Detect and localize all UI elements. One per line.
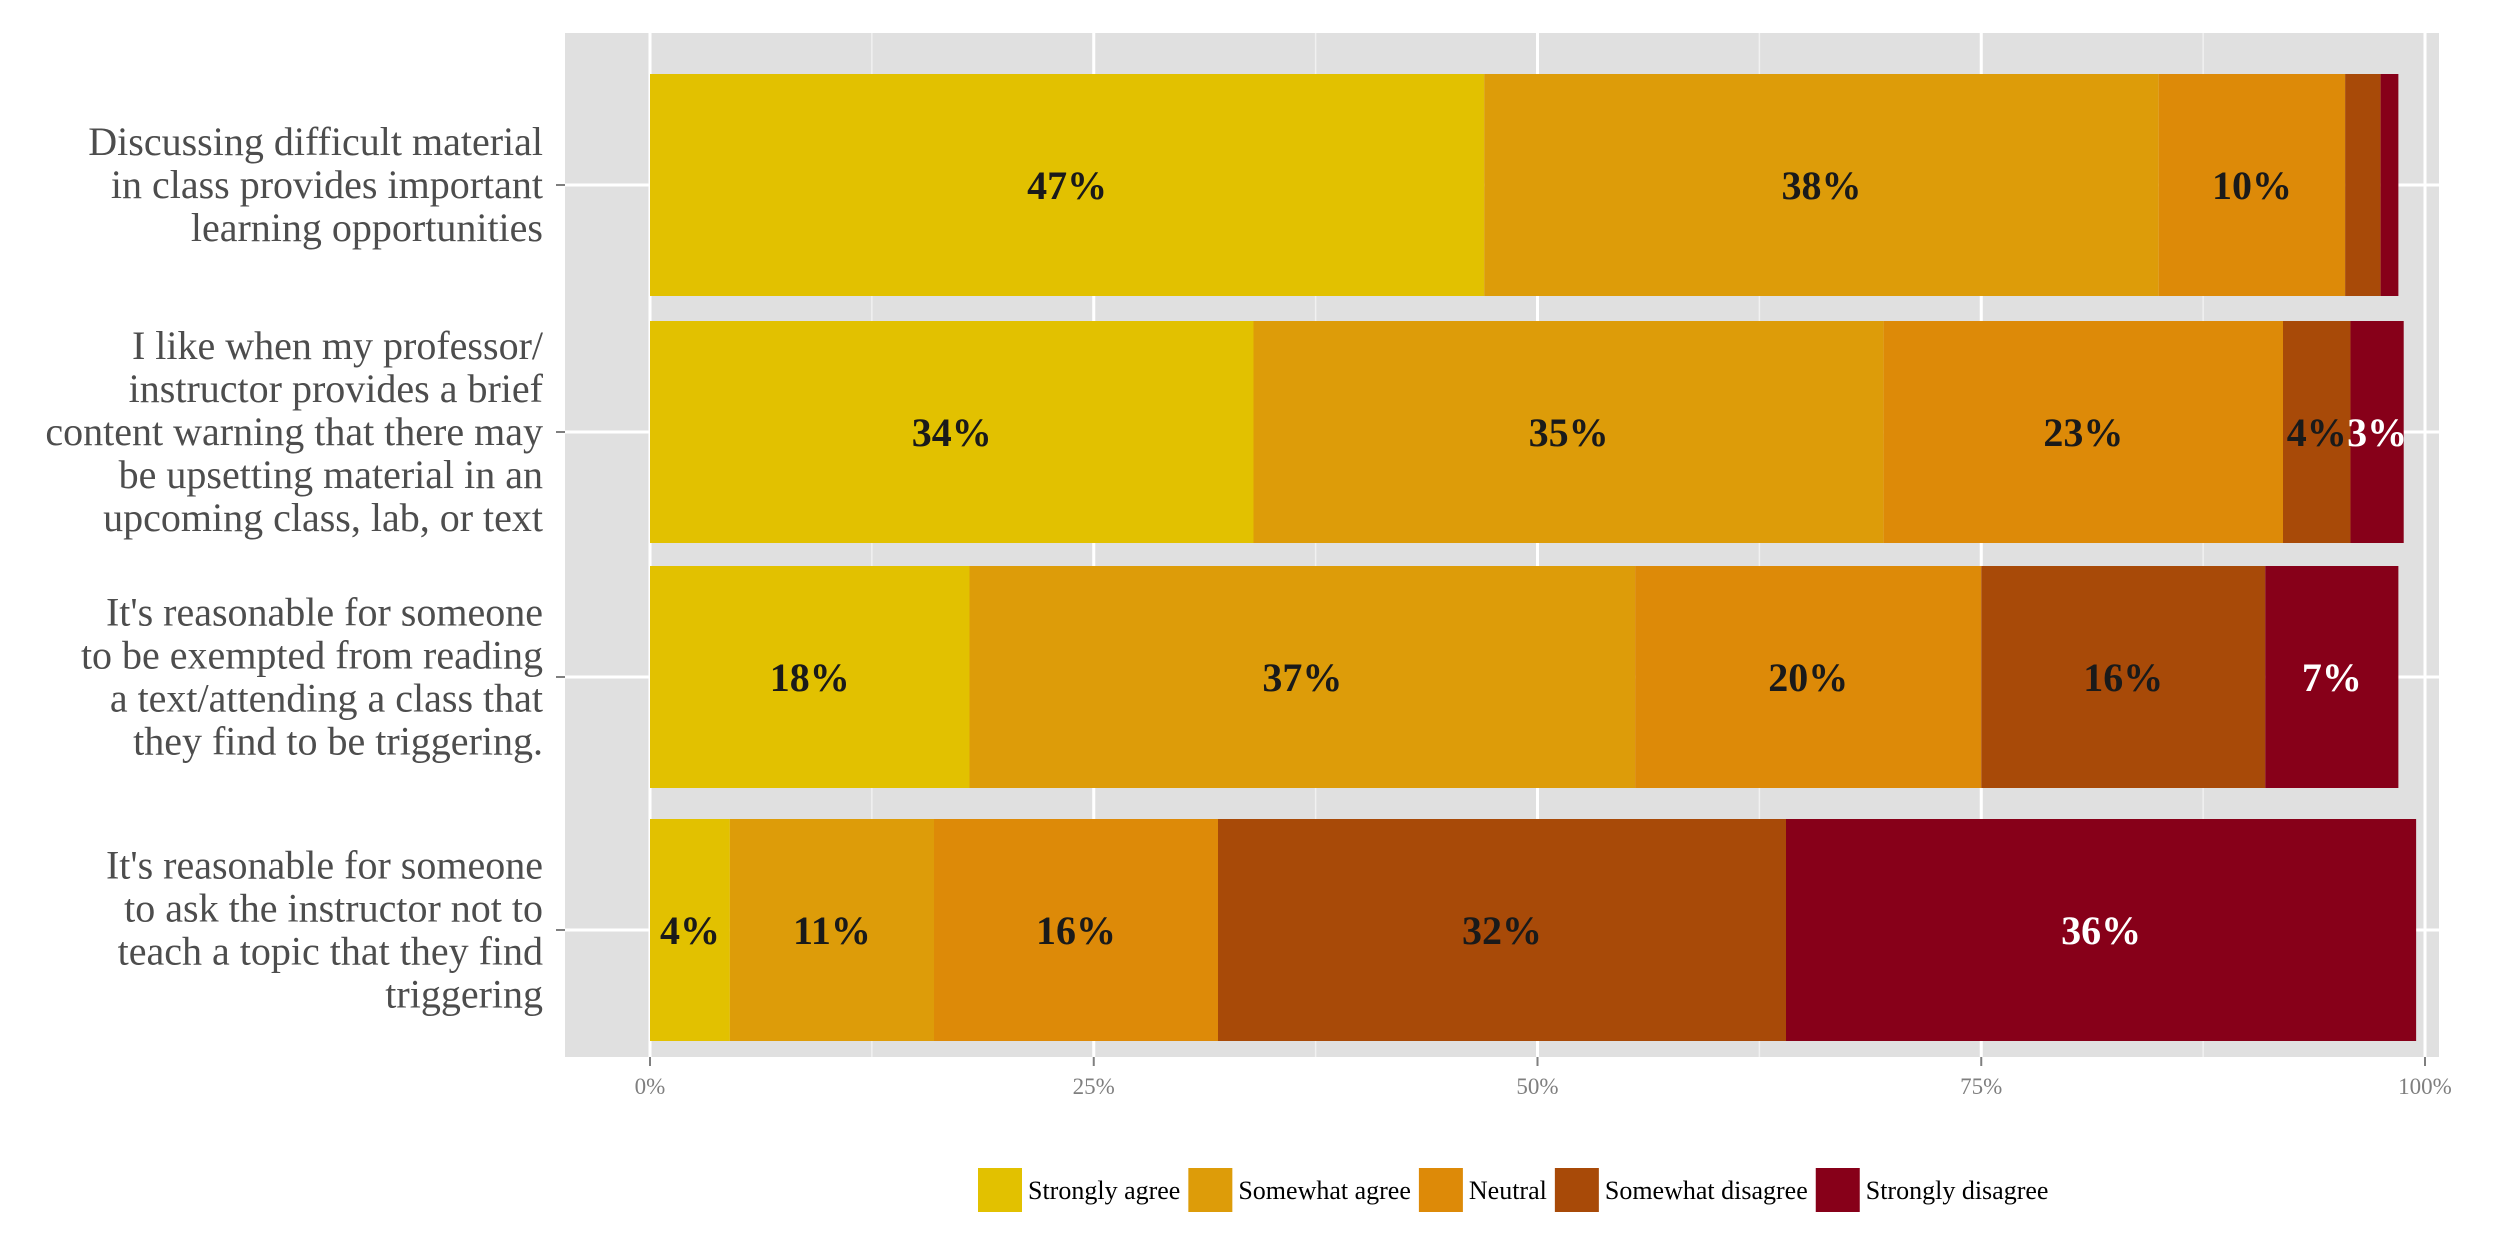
data-label: 36% [2061, 908, 2141, 953]
bar-segment [934, 819, 1218, 1041]
category-label: Discussing difficult material in class pr… [88, 119, 543, 250]
legend-item: Somewhat agree [1188, 1168, 1411, 1212]
bar-segment [650, 819, 730, 1041]
bar-row: 34% 35% 23% 4% 3% [650, 321, 2407, 543]
legend-swatch [1188, 1168, 1233, 1212]
data-label: 3% [2347, 410, 2407, 455]
category-label-line: teach a topic that they find [118, 929, 543, 974]
legend-item: Somewhat disagree [1554, 1168, 1808, 1212]
category-label-line: It's reasonable for someone [106, 590, 543, 635]
bar-segment [1883, 321, 2283, 543]
bar-segment [2350, 321, 2404, 543]
legend-item: Strongly agree [978, 1168, 1180, 1212]
legend-label: Somewhat agree [1238, 1176, 1411, 1205]
bar-segment [2158, 74, 2346, 296]
data-label: 34% [912, 410, 992, 455]
data-label: 16% [2083, 655, 2163, 700]
data-label: 7% [2302, 655, 2362, 700]
data-label: 37% [1262, 655, 1342, 700]
legend-label: Strongly agree [1028, 1176, 1180, 1205]
legend-swatch [1418, 1168, 1463, 1212]
x-tick-label: 50% [1516, 1074, 1558, 1099]
bar-segment [1786, 819, 2417, 1041]
category-label-line: content warning that there may [45, 409, 543, 454]
category-label-line: in class provides important [111, 162, 543, 207]
data-label: 4% [660, 908, 720, 953]
category-label: I like when my professor/instructor prov… [45, 323, 543, 540]
category-label-line: I like when my professor/ [132, 323, 544, 368]
category-label-line: triggering [385, 972, 543, 1017]
x-tick-label: 0% [635, 1074, 666, 1099]
legend-label: Strongly disagree [1866, 1176, 2049, 1205]
bar-segment [2380, 74, 2399, 296]
x-tick-label: 25% [1073, 1074, 1115, 1099]
bar-segment [650, 74, 1485, 296]
x-tick-label: 75% [1960, 1074, 2002, 1099]
legend-swatch [1815, 1168, 1860, 1212]
category-label-line: to ask the instructor not to [124, 886, 543, 931]
data-label: 20% [1768, 655, 1848, 700]
data-label: 47% [1027, 163, 1107, 208]
bar-segment [1484, 74, 2159, 296]
bar-segment [2345, 74, 2381, 296]
category-label-line: to be exempted from reading [81, 633, 543, 678]
bar-segment [729, 819, 934, 1041]
legend-item: Strongly disagree [1815, 1168, 2049, 1212]
data-label: 32% [1462, 908, 1542, 953]
bar-row: 4% 11% 16% 32% 36% [650, 819, 2417, 1041]
legend-swatch [1554, 1168, 1599, 1212]
category-label-line: Discussing difficult material [88, 119, 543, 164]
data-label: 23% [2043, 410, 2123, 455]
bar-segment [650, 566, 970, 788]
category-label-line: a text/attending a class that [110, 676, 543, 721]
legend-label: Neutral [1469, 1176, 1547, 1205]
legend-swatch [978, 1168, 1022, 1212]
bar-segment [969, 566, 1636, 788]
bar-row: 18% 37% 20% 16% 7% [650, 566, 2399, 788]
legend: Strongly agree Somewhat agree Neutral Somew… [978, 1168, 2048, 1212]
category-label-line: instructor provides a brief [129, 366, 544, 411]
data-label: 38% [1782, 163, 1862, 208]
data-label: 10% [2212, 163, 2292, 208]
legend-item: Neutral [1418, 1168, 1547, 1212]
bar-segment [2283, 321, 2351, 543]
category-label: It's reasonable for someone to ask the in… [106, 843, 543, 1017]
category-label-line: upcoming class, lab, or text [103, 495, 543, 540]
bar-segment [1635, 566, 1982, 788]
data-label: 16% [1036, 908, 1116, 953]
data-label: 4% [2287, 410, 2347, 455]
data-label: 11% [793, 908, 871, 953]
bar-segment [1981, 566, 2266, 788]
legend-label: Somewhat disagree [1605, 1176, 1808, 1205]
category-label-line: they find to be triggering. [133, 719, 543, 764]
x-tick-label: 100% [2398, 1074, 2452, 1099]
category-label-line: It's reasonable for someone [106, 843, 543, 888]
bar-segment [1218, 819, 1786, 1041]
bar-segment [650, 321, 1254, 543]
bar-segment [1253, 321, 1884, 543]
data-label: 35% [1529, 410, 1609, 455]
bar-segment [2265, 566, 2399, 788]
category-label: It's reasonable for someone to be exempte… [81, 590, 543, 764]
category-label-line: learning opportunities [191, 205, 543, 250]
category-label-line: be upsetting material in an [119, 452, 543, 497]
bar-row: 47% 38% 10% [650, 74, 2399, 296]
data-label: 18% [770, 655, 850, 700]
